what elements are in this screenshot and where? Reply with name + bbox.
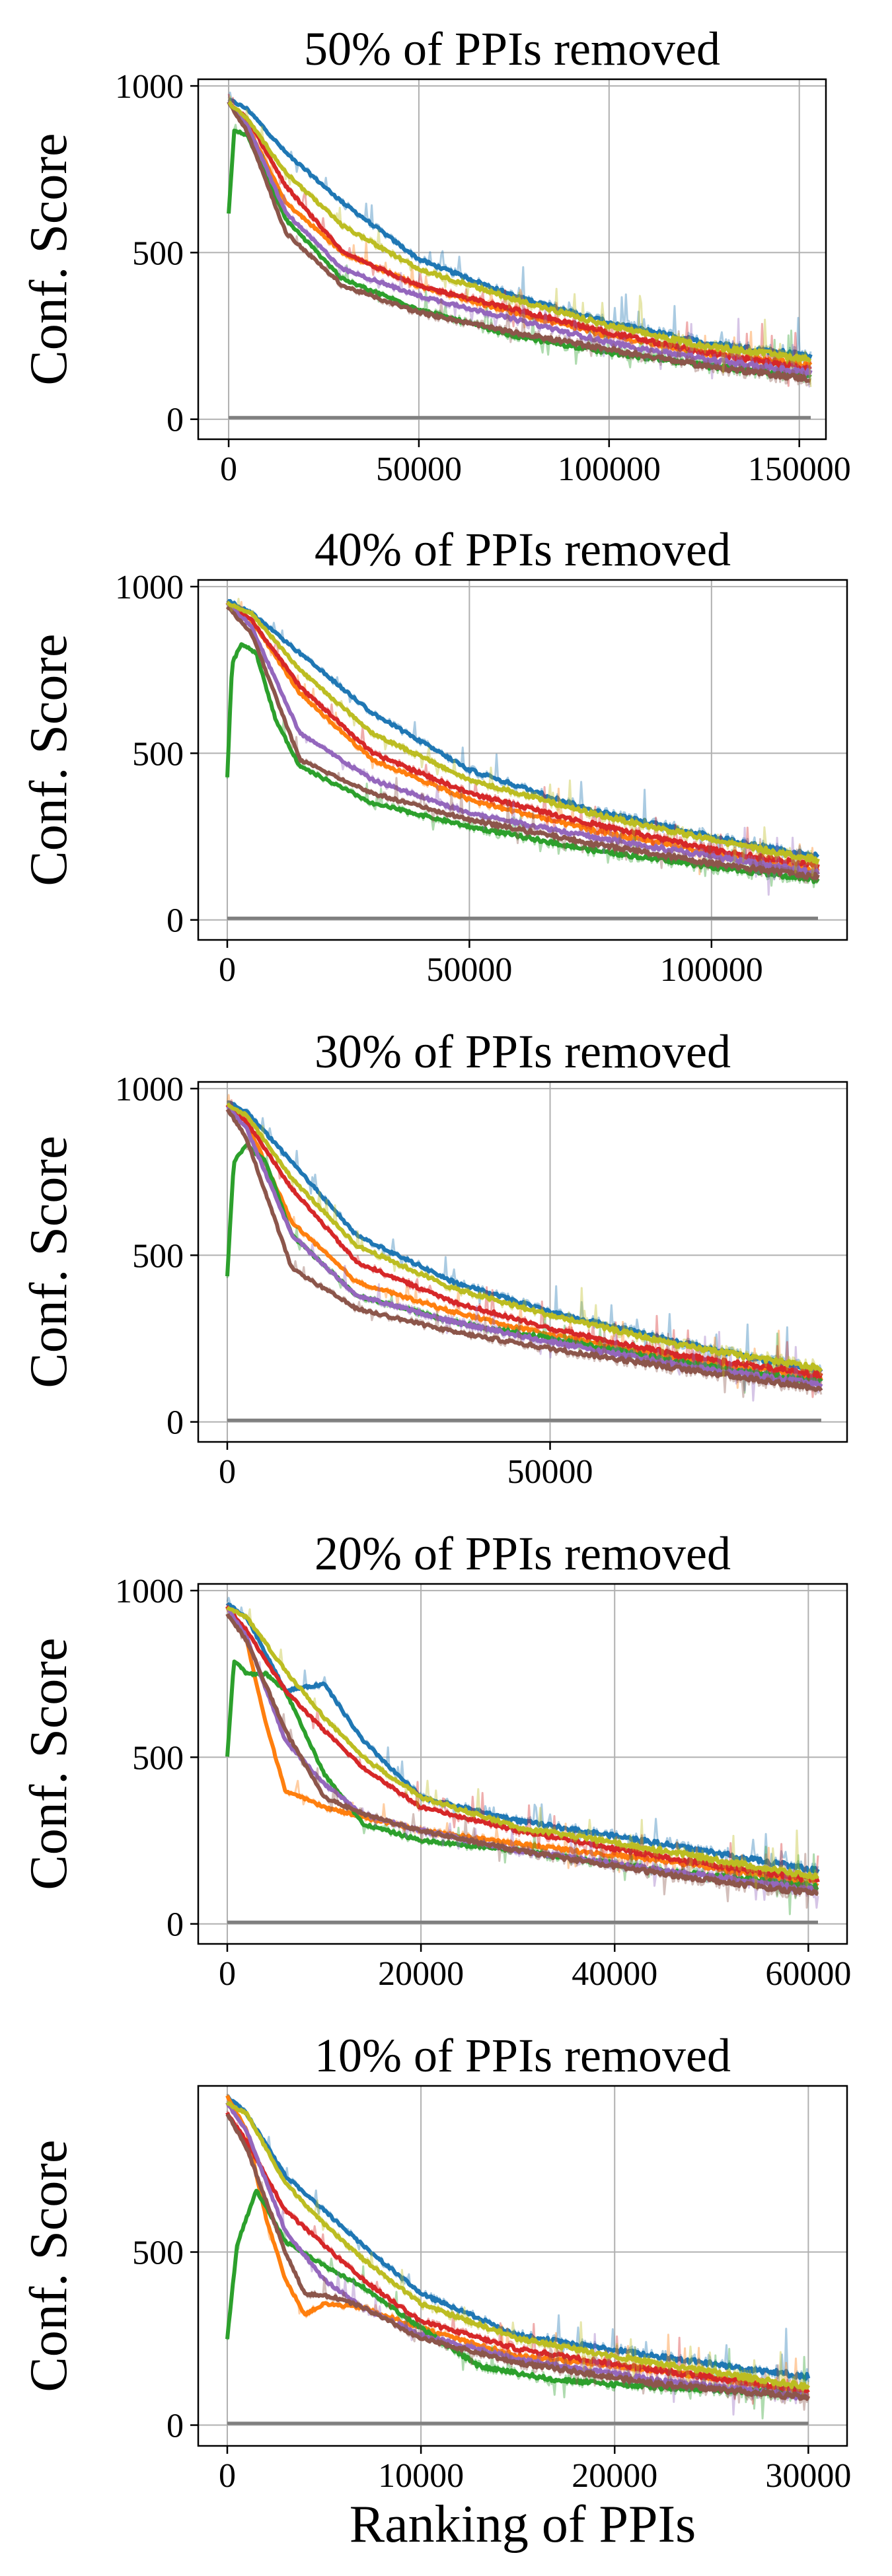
chart-title: 20% of PPIs removed (315, 1527, 731, 1580)
y-tick-label: 500 (132, 234, 184, 272)
plot-frame (197, 1081, 848, 1443)
series-line-7 (226, 1606, 820, 1880)
x-tick-label: 30000 (765, 2457, 851, 2495)
series-line-7 (225, 600, 820, 865)
series-line-4 (225, 1605, 820, 1883)
series-line-2 (227, 100, 813, 371)
series-line-7 (225, 2100, 810, 2391)
y-tick-label: 1000 (115, 68, 184, 106)
x-axis-label: Ranking of PPIs (350, 2495, 696, 2554)
series-line-6 (227, 100, 811, 383)
chart-title: 40% of PPIs removed (315, 523, 731, 576)
series-line-4 (225, 1103, 823, 1378)
series-line-7 (227, 100, 812, 363)
y-tick-label: 0 (167, 2408, 184, 2445)
series-line-5 (225, 601, 820, 877)
x-tick-label: 10000 (378, 2457, 464, 2495)
series-line-6 (225, 605, 820, 880)
plot-frame (197, 1583, 848, 1945)
x-tick-label: 50000 (376, 450, 462, 488)
series-line-4 (227, 100, 812, 373)
x-tick-label: 0 (219, 1453, 236, 1491)
series-line-1 (225, 2094, 811, 2381)
x-tick-label: 0 (219, 951, 236, 989)
chart-panel-5: 0 10000 20000 30000 0 500 10% of PPIs removed C… (20, 2029, 851, 2554)
chart-title: 50% of PPIs removed (304, 22, 720, 75)
x-tick-label: 100000 (660, 951, 763, 989)
series-line-6 (225, 1613, 819, 1896)
series-line-7 (226, 1103, 823, 1373)
series-band-6 (226, 1110, 823, 1398)
x-tick-label: 0 (220, 450, 237, 488)
y-tick-label: 500 (132, 1237, 184, 1275)
series-line-1 (226, 598, 820, 861)
y-tick-label: 500 (132, 2235, 184, 2272)
y-tick-label: 0 (167, 1404, 184, 1442)
y-tick-label: 500 (132, 735, 184, 773)
y-axis-label: Conf. Score (20, 133, 78, 385)
chart-panel-2: 0 50000 100000 0 500 1000 40% of PPIs removed C… (20, 523, 848, 989)
x-tick-label: 50000 (507, 1453, 593, 1491)
y-tick-label: 0 (167, 902, 184, 940)
series-line-2 (226, 601, 820, 875)
series-line-2 (225, 1606, 819, 1888)
series-line-4 (225, 2112, 810, 2394)
series-line-3 (225, 642, 820, 884)
series-band-5 (227, 1106, 823, 1402)
series-line-6 (225, 1108, 823, 1392)
y-tick-label: 1000 (115, 1071, 184, 1108)
x-tick-label: 0 (219, 1955, 236, 1993)
series-band-5 (226, 2100, 809, 2416)
x-tick-label: 20000 (572, 2457, 657, 2495)
plot-frame (197, 78, 827, 441)
x-tick-label: 150000 (748, 450, 851, 488)
x-tick-label: 0 (219, 2457, 236, 2495)
y-tick-label: 500 (132, 1739, 184, 1777)
series-band-3 (226, 1134, 823, 1394)
chart-panel-1: 0 50000 100000 150000 0 500 1000 50% of PPIs re… (20, 22, 851, 488)
plot-frame (197, 2085, 848, 2447)
x-tick-label: 60000 (765, 1955, 851, 1993)
series-band-1 (226, 2093, 809, 2394)
y-axis-label: Conf. Score (20, 1637, 78, 1890)
y-tick-label: 1000 (115, 569, 184, 606)
series-line-5 (226, 1606, 819, 1895)
series-band-1 (226, 1596, 819, 1879)
chart-title: 10% of PPIs removed (315, 2029, 731, 2082)
series-line-1 (225, 1602, 820, 1874)
y-tick-label: 1000 (115, 1573, 184, 1610)
series-line-4 (225, 601, 820, 871)
series-line-6 (225, 2113, 811, 2401)
x-tick-label: 100000 (558, 450, 661, 488)
x-tick-label: 50000 (426, 951, 512, 989)
y-axis-label: Conf. Score (20, 2139, 78, 2392)
chart-panel-4: 0 20000 40000 60000 0 500 1000 20% of PPIs remo… (20, 1527, 851, 1993)
plot-frame (197, 579, 848, 941)
series-line-5 (227, 100, 813, 377)
x-tick-label: 20000 (378, 1955, 464, 1993)
chart-panel-3: 0 50000 0 500 1000 30% of PPIs removed Conf. S… (20, 1025, 848, 1491)
x-tick-label: 40000 (572, 1955, 657, 1993)
y-tick-label: 0 (167, 1906, 184, 1944)
chart-title: 30% of PPIs removed (315, 1025, 731, 1078)
y-tick-label: 0 (167, 402, 184, 439)
y-axis-label: Conf. Score (20, 1135, 78, 1388)
y-axis-label: Conf. Score (20, 633, 78, 886)
